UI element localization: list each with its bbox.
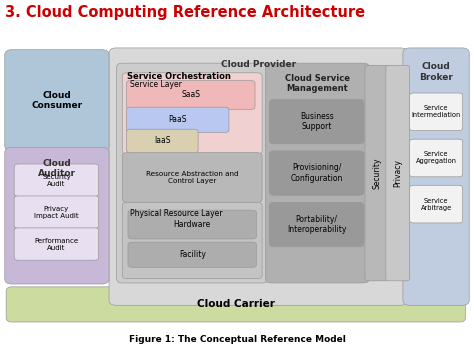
Text: Provisioning/
Configuration: Provisioning/ Configuration: [291, 163, 343, 183]
Text: Cloud
Consumer: Cloud Consumer: [31, 91, 82, 110]
Text: Resource Abstraction and
Control Layer: Resource Abstraction and Control Layer: [146, 171, 238, 184]
FancyBboxPatch shape: [269, 202, 364, 247]
FancyBboxPatch shape: [410, 93, 463, 131]
Text: Cloud
Auditor: Cloud Auditor: [38, 159, 76, 179]
Text: 3. Cloud Computing Reference Architecture: 3. Cloud Computing Reference Architectur…: [5, 5, 365, 20]
FancyBboxPatch shape: [269, 151, 364, 195]
FancyBboxPatch shape: [127, 81, 255, 109]
FancyBboxPatch shape: [14, 164, 99, 196]
Text: Service Orchestration: Service Orchestration: [127, 72, 231, 81]
FancyBboxPatch shape: [386, 65, 410, 281]
Text: Business
Support: Business Support: [300, 112, 334, 131]
FancyBboxPatch shape: [410, 139, 463, 177]
FancyBboxPatch shape: [410, 185, 463, 223]
FancyBboxPatch shape: [265, 63, 369, 283]
FancyBboxPatch shape: [5, 147, 109, 284]
Text: Performance
Audit: Performance Audit: [34, 237, 79, 251]
Text: Service
Arbitrage: Service Arbitrage: [420, 198, 452, 211]
FancyBboxPatch shape: [127, 107, 229, 132]
FancyBboxPatch shape: [122, 153, 262, 202]
FancyBboxPatch shape: [122, 73, 262, 154]
Text: Portability/
Interoperability: Portability/ Interoperability: [287, 215, 346, 234]
FancyBboxPatch shape: [109, 48, 408, 305]
FancyBboxPatch shape: [117, 63, 268, 283]
FancyBboxPatch shape: [365, 65, 389, 281]
FancyBboxPatch shape: [122, 202, 262, 279]
FancyBboxPatch shape: [403, 48, 469, 305]
FancyBboxPatch shape: [6, 287, 465, 322]
Text: Cloud
Broker: Cloud Broker: [419, 62, 453, 82]
FancyBboxPatch shape: [127, 129, 198, 153]
FancyBboxPatch shape: [5, 50, 109, 151]
Text: Figure 1: The Conceptual Reference Model: Figure 1: The Conceptual Reference Model: [128, 334, 346, 344]
Text: Facility: Facility: [179, 250, 206, 259]
Text: IaaS: IaaS: [154, 136, 171, 146]
Text: Service
Intermediation: Service Intermediation: [411, 105, 461, 118]
Text: Security: Security: [373, 157, 381, 189]
Text: Cloud Carrier: Cloud Carrier: [197, 299, 275, 310]
Text: Security
Audit: Security Audit: [42, 174, 71, 187]
Text: Service
Aggregation: Service Aggregation: [416, 152, 456, 164]
Text: Cloud Provider: Cloud Provider: [221, 60, 296, 69]
Text: Cloud Service
Management: Cloud Service Management: [285, 74, 350, 93]
Text: SaaS: SaaS: [181, 91, 201, 99]
Text: PaaS: PaaS: [168, 115, 187, 124]
FancyBboxPatch shape: [128, 210, 256, 239]
FancyBboxPatch shape: [128, 242, 256, 267]
FancyBboxPatch shape: [14, 228, 99, 260]
Text: Privacy: Privacy: [393, 159, 402, 187]
Text: Privacy
Impact Audit: Privacy Impact Audit: [34, 206, 79, 219]
FancyBboxPatch shape: [14, 196, 99, 228]
FancyBboxPatch shape: [269, 99, 364, 144]
Text: Hardware: Hardware: [173, 220, 211, 229]
Text: Service Layer: Service Layer: [130, 80, 182, 89]
Text: Physical Resource Layer: Physical Resource Layer: [130, 209, 223, 218]
